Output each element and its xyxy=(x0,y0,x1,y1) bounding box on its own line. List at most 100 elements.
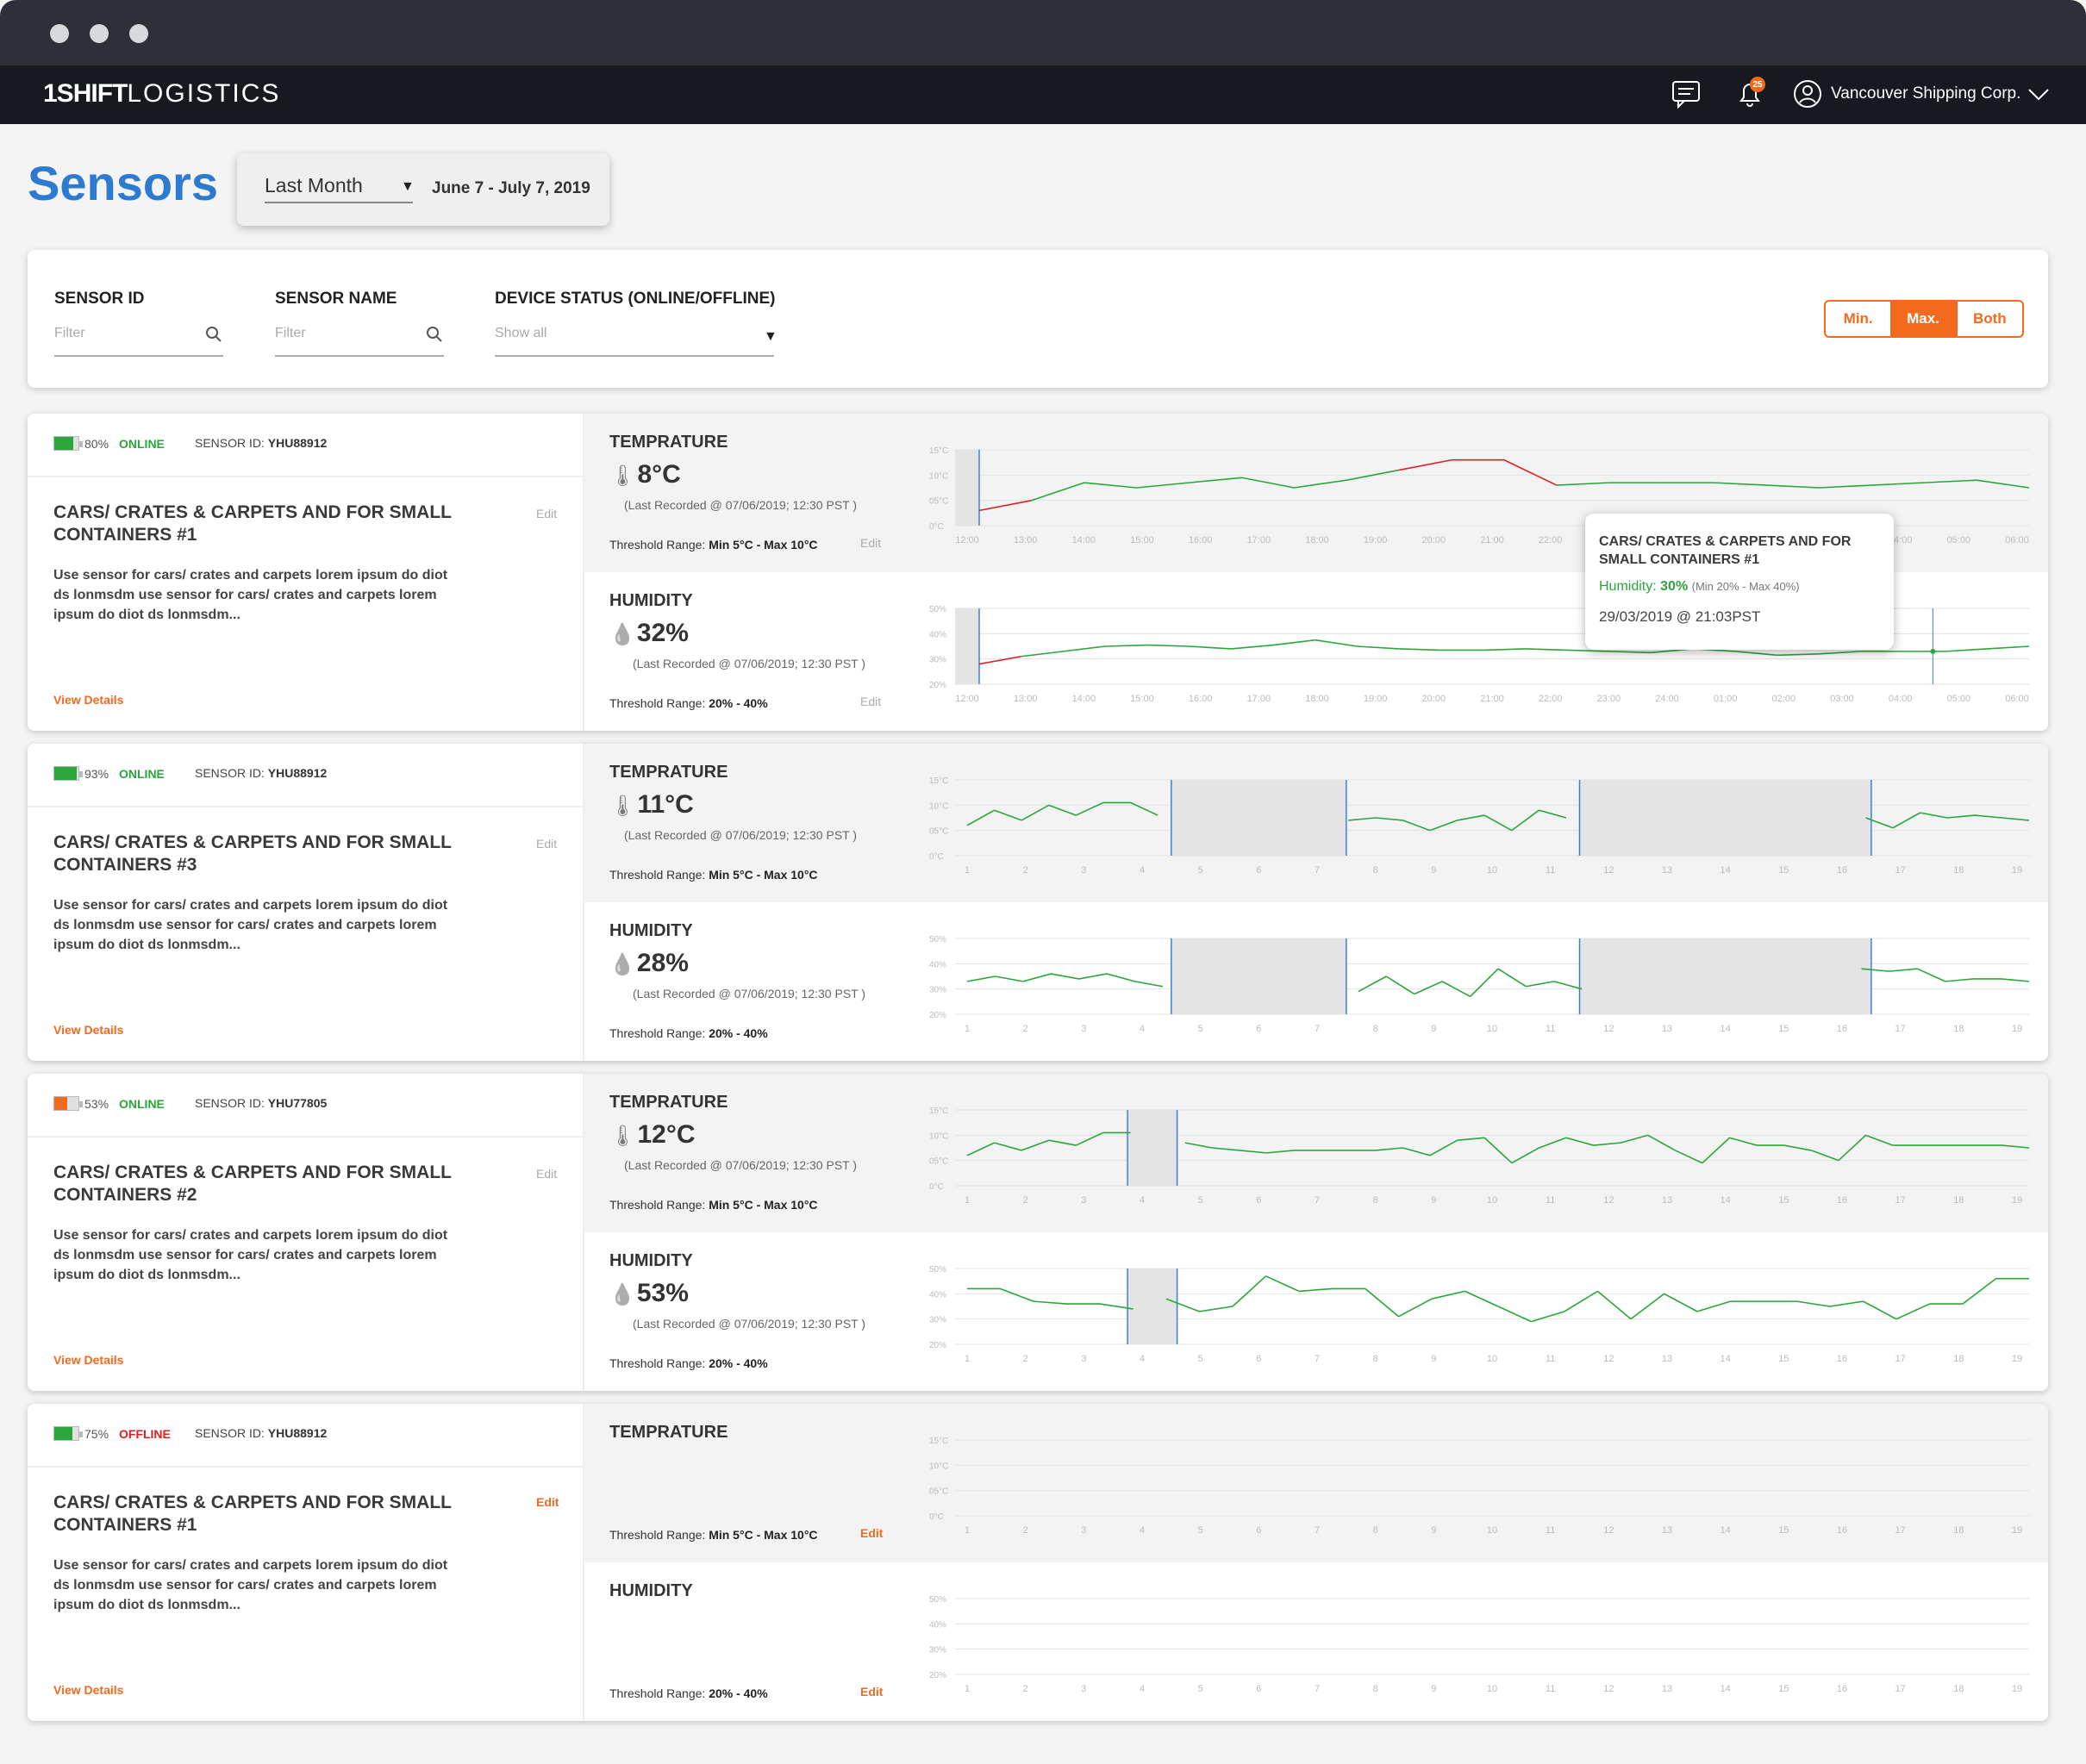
series-segment xyxy=(1241,477,1295,489)
series-segment xyxy=(1265,1275,1300,1293)
x-tick-label: 23:00 xyxy=(1597,694,1621,704)
x-tick-label: 9 xyxy=(1431,1024,1436,1034)
chat-icon[interactable] xyxy=(1671,79,1702,113)
threshold-prefix: Threshold Range: xyxy=(609,1528,706,1542)
series-segment xyxy=(1130,801,1159,816)
x-tick-label: 10 xyxy=(1487,865,1497,876)
last-recorded: (Last Recorded @ 07/06/2019; 12:30 PST ) xyxy=(624,828,858,842)
temperature-label: TEMPRATURE xyxy=(609,433,728,452)
x-tick-label: 9 xyxy=(1431,1195,1436,1206)
toggle-max[interactable]: Max. xyxy=(1890,302,1956,336)
y-tick-label: 50% xyxy=(929,1595,946,1605)
series-segment xyxy=(1892,812,1921,829)
no-data-region xyxy=(1127,1268,1177,1344)
series-segment xyxy=(1199,1306,1233,1312)
edit-name-link[interactable]: Edit xyxy=(536,1495,559,1509)
x-tick-label: 4 xyxy=(1140,865,1145,876)
min-max-toggle: Min. Max. Both xyxy=(1824,300,2024,338)
threshold-value: Min 5°C - Max 10°C xyxy=(709,538,818,552)
series-segment xyxy=(1457,814,1485,821)
sensor-id-filter-input[interactable]: Filter xyxy=(54,326,85,340)
chart[interactable]: 50%40%30%20%1 2 3 4 5 6 7 8 9 10 11 12 13 14 15 16 17 18 1… xyxy=(929,1232,2048,1391)
x-tick-label: 10 xyxy=(1487,1354,1497,1364)
toggle-both[interactable]: Both xyxy=(1955,302,2022,336)
period-select[interactable]: Last Month xyxy=(265,174,363,196)
y-tick-label: 40% xyxy=(929,630,946,639)
battery-fill xyxy=(54,767,78,780)
y-tick-label: 50% xyxy=(929,935,946,944)
sensor-name-filter-input[interactable]: Filter xyxy=(275,326,306,340)
edit-threshold-link[interactable]: Edit xyxy=(860,695,882,708)
sensor-id-prefix: SENSOR ID: xyxy=(195,436,265,450)
chart[interactable]: 15°C10°C05°C0°C1 2 3 4 5 6 7 8 9 10 11 12 13 14 15 16 17… xyxy=(929,1404,2048,1562)
window-maximize-dot[interactable] xyxy=(129,24,148,43)
x-tick-label: 5 xyxy=(1198,1354,1203,1364)
edit-name-link[interactable]: Edit xyxy=(536,837,558,851)
x-tick-label: 11 xyxy=(1546,1354,1555,1364)
x-tick-label: 10 xyxy=(1487,1684,1497,1694)
edit-name-link[interactable]: Edit xyxy=(536,507,558,520)
search-icon[interactable] xyxy=(205,326,222,347)
y-tick-label: 10°C xyxy=(929,1131,948,1141)
sensor-info: 75% OFFLINE SENSOR ID: YHU88912 CARS/ CRATE… xyxy=(28,1404,584,1721)
threshold-value: 20% - 40% xyxy=(709,1686,768,1700)
x-tick-label: 18 xyxy=(1953,865,1964,876)
company-name[interactable]: Vancouver Shipping Corp. xyxy=(1831,84,2021,103)
droplet-icon: 💧 xyxy=(609,623,635,646)
window-close-dot[interactable] xyxy=(50,24,69,43)
temperature-label: TEMPRATURE xyxy=(609,1093,728,1112)
sensor-id: SENSOR ID: YHU88912 xyxy=(195,1426,327,1440)
chart[interactable]: 50%40%30%20%1 2 3 4 5 6 7 8 9 10 11 12 13 14 15 16 17 18 1… xyxy=(929,902,2048,1061)
window-minimize-dot[interactable] xyxy=(90,24,109,43)
x-tick-label: 7 xyxy=(1315,1195,1320,1206)
x-tick-label: 15 xyxy=(1778,1024,1789,1034)
search-icon[interactable] xyxy=(426,326,443,347)
chart-tooltip: CARS/ CRATES & CARPETS AND FOR SMALL CON… xyxy=(1585,514,1894,650)
y-tick-label: 05°C xyxy=(929,1157,948,1167)
reading: 12°C xyxy=(637,1120,696,1149)
chevron-down-icon[interactable] xyxy=(2027,88,2050,106)
series-segment xyxy=(1063,645,1106,652)
y-tick-label: 10°C xyxy=(929,471,948,481)
x-tick-label: 16 xyxy=(1837,1525,1847,1536)
chart[interactable]: 15°C10°C05°C0°C1 2 3 4 5 6 7 8 9 10 11 12 13 14 15 16 17… xyxy=(929,744,2048,902)
reading: 32% xyxy=(636,619,689,647)
chart[interactable]: 50%40%30%20%1 2 3 4 5 6 7 8 9 10 11 12 13 14 15 16 17 18 1… xyxy=(929,1562,2048,1721)
app-logo[interactable]: 1SHIFTLOGISTICS xyxy=(43,79,280,109)
series-segment xyxy=(1398,1298,1433,1318)
x-tick-label: 17 xyxy=(1896,865,1906,876)
x-tick-label: 8 xyxy=(1373,1195,1378,1206)
edit-name-link[interactable]: Edit xyxy=(536,1167,558,1181)
view-details-link[interactable]: View Details xyxy=(53,1683,124,1697)
series-segment xyxy=(1022,973,1052,982)
series-segment xyxy=(1385,975,1415,995)
chart[interactable]: 50% 40% 30% 20% 12:00 13:00 14:00 15:00 16:00 17:… xyxy=(929,572,2048,731)
device-status-select[interactable]: Show all xyxy=(495,326,547,340)
y-tick-label: 0°C xyxy=(929,1512,944,1522)
threshold-value: 20% - 40% xyxy=(709,696,768,710)
caret-down-icon[interactable]: ▼ xyxy=(401,179,415,194)
edit-threshold-link[interactable]: Edit xyxy=(860,1526,884,1540)
caret-down-icon[interactable]: ▼ xyxy=(764,329,778,344)
series-segment xyxy=(1414,981,1443,995)
bell-icon[interactable]: 25 xyxy=(1734,77,1765,114)
series-segment xyxy=(1696,1300,1731,1312)
filter-panel: SENSOR ID Filter SENSOR NAME Filter DEVI… xyxy=(28,250,2048,388)
view-details-link[interactable]: View Details xyxy=(53,1023,124,1037)
x-tick-label: 14 xyxy=(1721,865,1731,876)
x-tick-label: 19 xyxy=(2012,1024,2022,1034)
toggle-min[interactable]: Min. xyxy=(1843,310,1873,327)
humidity-value: 💧53% xyxy=(609,1279,689,1308)
edit-threshold-link[interactable]: Edit xyxy=(860,536,882,550)
x-tick-label: 19 xyxy=(2012,1195,2022,1206)
series-segment xyxy=(1457,1137,1485,1141)
series-segment xyxy=(1441,981,1471,998)
series-segment xyxy=(966,975,996,982)
view-details-link[interactable]: View Details xyxy=(53,1353,124,1367)
x-tick-label: 19 xyxy=(2012,1684,2022,1694)
user-icon[interactable] xyxy=(1793,79,1822,113)
chart[interactable]: 15°C10°C05°C0°C1 2 3 4 5 6 7 8 9 10 11 12 13 14 15 16 17… xyxy=(929,1074,2048,1232)
edit-threshold-link[interactable]: Edit xyxy=(860,1685,884,1699)
view-details-link[interactable]: View Details xyxy=(53,693,124,707)
x-tick-label: 16:00 xyxy=(1189,535,1213,545)
